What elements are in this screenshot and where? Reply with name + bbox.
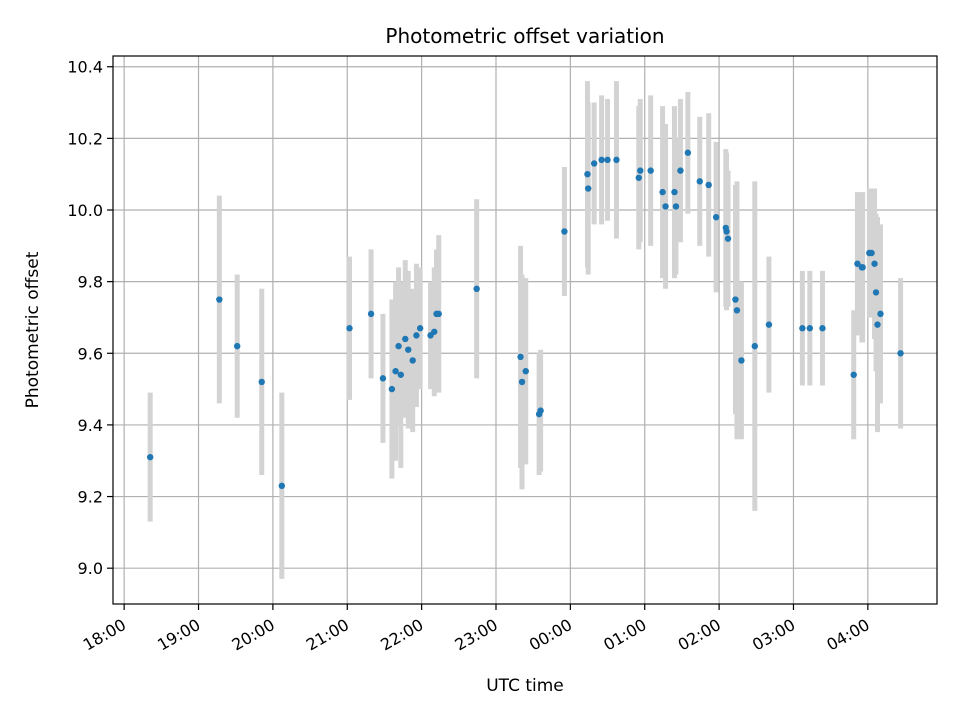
data-point [819, 325, 826, 332]
data-point [705, 181, 712, 189]
y-axis-label: Photometric offset [23, 251, 43, 408]
data-point [672, 203, 680, 210]
data-point [696, 178, 703, 185]
y-tick-label: 10.0 [67, 201, 103, 220]
data-point [733, 307, 741, 314]
data-point [598, 156, 605, 164]
data-point [346, 325, 353, 332]
data-point [397, 371, 405, 378]
data-point [738, 357, 745, 364]
data-point [712, 213, 720, 221]
x-tick-label: 21:00 [303, 615, 352, 655]
data-points [146, 149, 904, 490]
data-point [724, 235, 732, 242]
x-tick-label: 23:00 [452, 615, 501, 655]
data-point [473, 285, 480, 293]
data-point [751, 342, 758, 350]
data-point [765, 321, 773, 328]
y-tick-label: 9.0 [78, 559, 103, 578]
x-tick-label: 02:00 [675, 615, 724, 655]
data-point [379, 375, 387, 382]
data-point [233, 342, 241, 350]
data-point [850, 371, 857, 378]
data-point [859, 264, 866, 271]
x-tick-label: 22:00 [377, 615, 426, 655]
data-point [637, 167, 644, 174]
data-point [635, 174, 642, 181]
data-point [435, 310, 442, 318]
data-point [395, 342, 402, 350]
data-point [216, 296, 223, 303]
data-point [388, 385, 396, 393]
data-point [874, 321, 881, 328]
data-point [872, 289, 880, 296]
data-point [604, 156, 611, 164]
x-tick-label: 03:00 [749, 615, 798, 655]
data-point [897, 350, 904, 357]
data-point [392, 367, 399, 375]
data-point [671, 188, 678, 196]
data-point [405, 346, 412, 353]
x-axis-label: UTC time [486, 676, 564, 696]
data-point [868, 249, 875, 257]
data-point [409, 357, 416, 364]
y-tick-label: 10.4 [67, 58, 103, 77]
x-tick-label: 18:00 [80, 615, 129, 655]
data-point [871, 260, 878, 267]
data-point [416, 325, 424, 332]
data-point [518, 378, 526, 386]
y-tick-label: 10.2 [67, 129, 103, 148]
y-tick-label: 9.4 [78, 416, 103, 435]
data-point [590, 160, 598, 167]
data-point [662, 203, 669, 210]
data-point [684, 149, 692, 156]
y-tick-label: 9.8 [78, 273, 103, 292]
data-point [278, 482, 286, 490]
y-axis: 9.0 9.2 9.4 9.6 9.8 10.0 10.2 10.4 [67, 58, 113, 578]
x-tick-label: 19:00 [154, 615, 203, 655]
data-point [732, 296, 739, 303]
x-tick-label: 00:00 [526, 615, 575, 655]
data-point [613, 156, 620, 164]
data-point [877, 310, 884, 318]
data-point [799, 325, 806, 332]
x-tick-label: 20:00 [228, 615, 277, 655]
data-point [561, 228, 568, 235]
error-bars [147, 81, 904, 579]
data-point [854, 260, 861, 267]
y-tick-label: 9.6 [78, 344, 103, 363]
x-tick-label: 04:00 [823, 615, 872, 655]
data-point [584, 170, 591, 178]
y-tick-label: 9.2 [78, 488, 103, 507]
data-point [659, 188, 666, 196]
plot-frame [112, 55, 938, 605]
data-point [723, 228, 730, 235]
data-point [413, 332, 420, 339]
data-point [402, 335, 409, 343]
data-point [522, 367, 529, 375]
data-point [806, 325, 814, 332]
data-point [517, 353, 524, 361]
x-tick-label: 01:00 [600, 615, 649, 655]
x-axis: 18:00 19:00 20:00 21:00 22:00 23:00 00:00 01:00… [80, 604, 873, 655]
data-point [258, 378, 265, 386]
data-point [585, 185, 592, 192]
data-point [431, 328, 438, 335]
chart-title: Photometric offset variation [385, 24, 664, 48]
data-point [146, 453, 154, 461]
data-point [367, 310, 375, 318]
data-point [537, 407, 544, 414]
data-point [677, 167, 684, 174]
data-point [647, 167, 654, 174]
